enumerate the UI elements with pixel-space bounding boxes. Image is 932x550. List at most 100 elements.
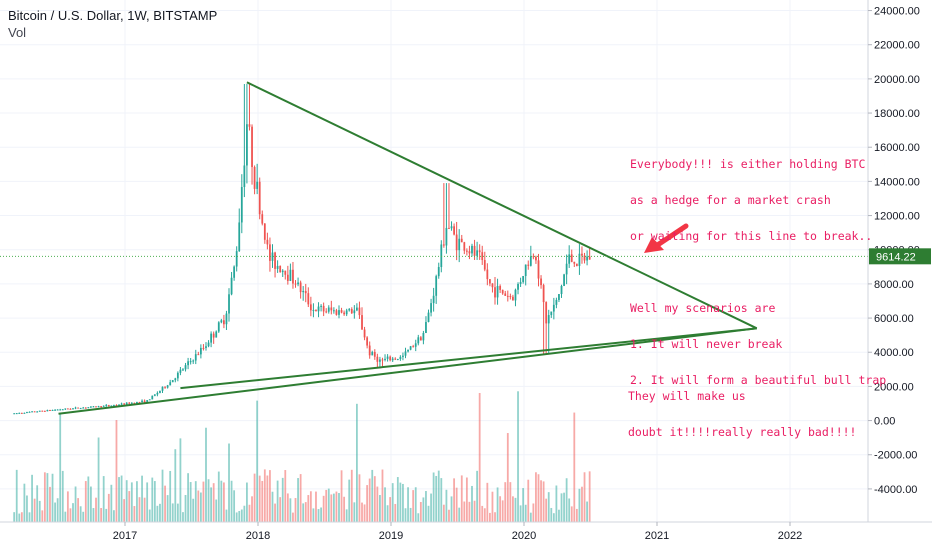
arrow-annotation [644,223,689,253]
candle-body [233,266,236,278]
volume-bar [361,502,363,522]
volume-bar [46,473,49,522]
candle-body [583,255,586,261]
volume-bar [284,470,287,522]
volume-bar [151,477,154,522]
candle-body [547,315,550,324]
volume-bar [315,491,317,522]
volume-bar [402,483,404,522]
candle-body [59,409,62,411]
candle-body [532,256,535,258]
candle-body [23,412,26,414]
volume-bar [197,490,200,522]
candle-body [49,410,51,412]
candle-body [161,386,164,391]
candle-body [292,269,294,284]
candle-body [581,253,583,256]
candle-body [312,309,315,311]
volume-bar [550,507,553,522]
volume-bar [100,508,103,522]
volume-bar [358,474,361,522]
volume-bar [289,498,292,522]
volume-bar [527,479,530,522]
candle-body [386,356,389,359]
volume-bar [87,476,90,522]
annotation-line: 1. It will never break [630,337,783,351]
chart-header: Bitcoin / U.S. Dollar, 1W, BITSTAMP Vol [8,7,217,41]
candle-body [54,409,56,411]
candle-body [238,222,241,252]
candle-body [570,254,573,262]
volume-bar [389,497,392,522]
volume-bar [136,481,138,522]
symbol-title[interactable]: Bitcoin / U.S. Dollar, 1W, BITSTAMP [8,8,218,23]
candle-body [263,223,266,240]
volume-bar [332,493,335,522]
candle-body [26,411,28,413]
price-tick-label: 0.00 [874,416,895,428]
annotation-line: 2. It will form a beautiful bull trap [630,373,887,387]
candle-body [476,250,479,256]
volume-bar [141,475,143,522]
candle-body [279,265,282,273]
volume-bar [581,486,583,522]
candle-body [356,307,358,311]
price-tick-label: 24000.00 [874,6,920,18]
candle-body [253,167,256,189]
candle-body [43,410,46,412]
candle-body [412,346,415,348]
candle-body [256,181,259,189]
volume-bar [542,481,545,522]
candle-body [391,358,394,361]
annotation-main[interactable]: Everybody!!! is either holding BTC as a … [630,134,886,410]
volume-bar [64,511,67,522]
volume-bar [13,512,16,522]
volume-bar [148,509,151,522]
candle-body [527,264,530,266]
candle-body [202,347,205,349]
price-tick-label: 4000.00 [874,347,914,359]
candle-body [578,253,581,266]
volume-label[interactable]: Vol [8,25,27,40]
volume-bar [348,479,351,522]
volume-bar [504,482,507,522]
volume-bar [419,502,422,522]
candle-body [371,351,374,356]
volume-bar [440,478,443,522]
candle-body [473,245,476,256]
candle-body [128,402,131,404]
candle-body [555,299,558,305]
volume-bar [330,494,333,522]
candle-body [440,244,443,268]
volume-bar [489,512,491,522]
annotation-lower[interactable]: They will make us doubt it!!!!really rea… [628,366,856,462]
candle-body [100,406,103,408]
volume-bar [33,498,36,522]
volume-bar [215,499,218,522]
volume-bar [118,477,120,522]
volume-bar [84,481,87,522]
volume-bar [317,509,320,522]
volume-bar [166,495,169,522]
volume-bar [217,471,220,522]
trendline [58,327,757,415]
candle-body [69,408,72,410]
volume-bar [202,481,205,522]
candle-body [276,265,279,269]
candle-body [274,252,276,269]
candle-body [363,329,366,338]
volume-bar [463,501,466,522]
candle-body [343,312,346,315]
candle-body [84,407,87,409]
candle-body [394,358,397,360]
volume-bar [228,443,230,522]
candle-body [448,227,450,229]
candle-body [192,360,195,362]
candle-body [217,322,220,332]
volume-bar [279,497,282,522]
candle-body [38,410,41,412]
volume-bar [519,505,522,522]
volume-bar [430,493,432,522]
